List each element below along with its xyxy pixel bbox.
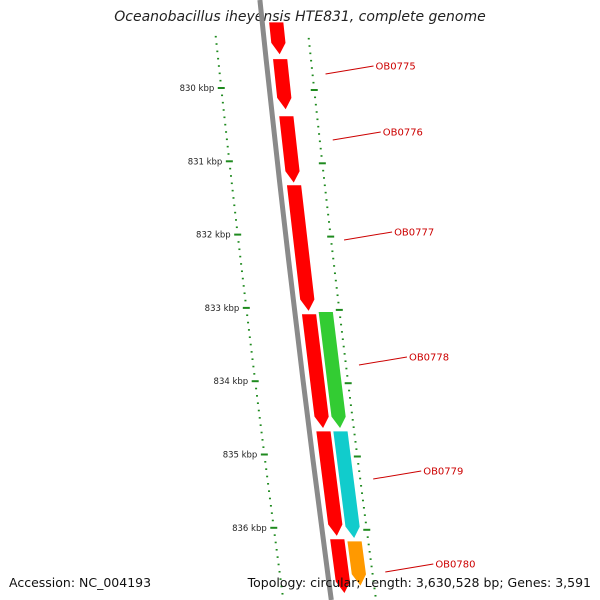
gene-leader-line xyxy=(373,470,422,480)
tick-label: 834 kbp xyxy=(214,377,249,387)
gene-arrow-ob0776 xyxy=(278,115,301,185)
gene-leader-line xyxy=(332,131,381,141)
gene-label: OB0778 xyxy=(409,353,449,364)
tick-label: 833 kbp xyxy=(205,304,240,314)
gene-arrow-forward xyxy=(268,21,287,56)
gene-label: OB0776 xyxy=(383,128,423,139)
gene-arrow-ob0777 xyxy=(286,184,316,313)
tick-label: 836 kbp xyxy=(232,524,267,534)
tick-label: 832 kbp xyxy=(196,231,231,241)
gene-arrow-forward xyxy=(329,538,351,595)
gene-arrow-ob0778 xyxy=(317,311,347,430)
tick-label: 830 kbp xyxy=(180,84,215,94)
gene-label: OB0779 xyxy=(423,467,463,478)
accession-text: Accession: NC_004193 xyxy=(9,575,152,590)
backbone-line xyxy=(257,0,334,600)
genome-summary-text: Topology: circular; Length: 3,630,528 bp… xyxy=(247,575,591,590)
gene-leader-line xyxy=(343,231,393,241)
gene-label: OB0775 xyxy=(376,62,416,73)
gene-label: OB0780 xyxy=(435,560,475,571)
gene-label: OB0777 xyxy=(394,228,434,239)
tick-label: 835 kbp xyxy=(223,451,258,461)
map-title: Oceanobacillus iheyensis HTE831, complet… xyxy=(114,9,486,25)
gene-arrow-forward xyxy=(315,430,344,538)
tick-label: 831 kbp xyxy=(188,157,223,167)
gene-arrow-ob0780 xyxy=(346,540,367,588)
gene-leader-line xyxy=(325,65,374,75)
gene-leader-line xyxy=(385,563,434,573)
gene-arrow-forward xyxy=(301,313,330,430)
gene-arrow-ob0775 xyxy=(272,58,293,111)
gene-arrow-ob0779 xyxy=(332,430,361,540)
gene-leader-line xyxy=(358,356,408,366)
